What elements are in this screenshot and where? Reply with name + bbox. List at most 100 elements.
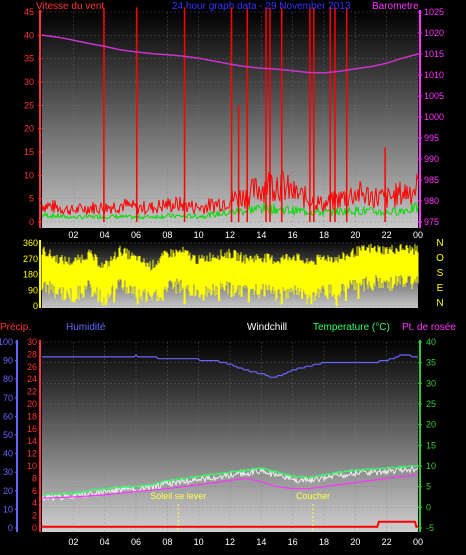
direction-tick-label: 90	[28, 285, 38, 295]
wind-x-tick-label: 02	[68, 230, 78, 240]
precip-tick-label: 26	[27, 362, 37, 372]
pressure-tick-label: 985	[424, 175, 439, 185]
temperature-tick-label: 10	[426, 461, 436, 471]
precip-tick-label: 22	[27, 387, 37, 397]
wind-tick-label: 5	[29, 194, 34, 204]
temperature-x-tick-label: 12	[225, 537, 235, 547]
windchill-series	[41, 466, 419, 502]
temperature-tick-label: 40	[426, 337, 436, 347]
humidity-tick-label: 30	[3, 467, 13, 477]
pressure-tick-label: 1000	[424, 112, 444, 122]
temperature-x-tick-label: 04	[100, 537, 110, 547]
temperature-x-tick-label: 22	[382, 537, 392, 547]
wind-panel-axes: 0510152025303540459759809859909951000100…	[24, 7, 444, 240]
wind-speed-label: Vitesse du vent	[36, 1, 104, 12]
temperature-tick-label: 35	[426, 358, 436, 368]
humidity-series	[42, 354, 418, 378]
temperature-x-tick-label: 06	[131, 537, 141, 547]
precip-tick-label: 30	[27, 337, 37, 347]
humidity-tick-label: 10	[3, 504, 13, 514]
temperature-tick-label: 30	[426, 378, 436, 388]
pressure-tick-label: 1015	[424, 49, 444, 59]
precipitation-series	[42, 520, 418, 528]
wind-panel-series	[41, 7, 419, 222]
direction-tick-label: 270	[23, 254, 38, 264]
temperature-series	[41, 464, 419, 496]
pressure-tick-label: 975	[424, 217, 439, 227]
pressure-tick-label: 980	[424, 196, 439, 206]
temperature-label: Temperature (°C)	[313, 322, 390, 333]
humidity-tick-label: 0	[8, 523, 13, 533]
compass-label: N	[436, 238, 443, 249]
temperature-x-tick-label: 10	[194, 537, 204, 547]
wind-x-tick-label: 06	[131, 230, 141, 240]
wind-speed-series	[41, 169, 419, 216]
direction-tick-label: 180	[23, 270, 38, 280]
sunrise-label: Soleil se lever	[150, 491, 206, 501]
humidity-tick-label: 60	[3, 411, 13, 421]
pressure-tick-label: 1020	[424, 28, 444, 38]
humidity-tick-label: 50	[3, 430, 13, 440]
chart-title: 24 hour graph data - 29 November 2013	[172, 1, 351, 12]
temperature-tick-label: -5	[426, 523, 434, 533]
pressure-tick-label: 995	[424, 133, 439, 143]
temperature-tick-label: 5	[426, 482, 431, 492]
wind-x-tick-label: 16	[288, 230, 298, 240]
precip-tick-label: 24	[27, 374, 37, 384]
dewpoint-label: Pt. de rosée	[402, 322, 456, 333]
wind-tick-label: 30	[24, 77, 34, 87]
precip-tick-label: 28	[27, 349, 37, 359]
temperature-x-tick-label: 14	[256, 537, 266, 547]
wind-x-tick-label: 18	[319, 230, 329, 240]
wind-panel-grid	[42, 11, 419, 228]
humidity-label: Humidité	[66, 322, 106, 333]
temperature-panel-axes: 0102030405060708090100024681012141618202…	[0, 337, 436, 547]
humidity-tick-label: 70	[3, 393, 13, 403]
pressure-tick-label: 990	[424, 154, 439, 164]
wind-tick-label: 45	[24, 7, 34, 17]
wind-x-tick-label: 00	[413, 230, 423, 240]
precip-tick-label: 6	[32, 486, 37, 496]
wind-average-series	[41, 202, 419, 221]
temperature-tick-label: 20	[426, 420, 436, 430]
precip-tick-label: 14	[27, 436, 37, 446]
humidity-tick-label: 90	[3, 356, 13, 366]
precip-tick-label: 20	[27, 399, 37, 409]
direction-tick-label: 360	[23, 238, 38, 248]
compass-label: O	[436, 253, 444, 264]
wind-tick-label: 25	[24, 100, 34, 110]
wind-x-tick-label: 08	[162, 230, 172, 240]
direction-panel-series	[41, 243, 419, 306]
wind-tick-label: 40	[24, 30, 34, 40]
temperature-x-tick-label: 00	[413, 537, 423, 547]
temperature-x-tick-label: 08	[162, 537, 172, 547]
wind-x-tick-label: 14	[256, 230, 266, 240]
compass-label: N	[436, 298, 443, 309]
pressure-tick-label: 1025	[424, 7, 444, 17]
direction-tick-label: 0	[33, 301, 38, 311]
temperature-tick-label: 25	[426, 399, 436, 409]
wind-x-tick-label: 04	[100, 230, 110, 240]
temperature-x-tick-label: 16	[288, 537, 298, 547]
precip-tick-label: 0	[32, 523, 37, 533]
precip-tick-label: 16	[27, 424, 37, 434]
humidity-tick-label: 20	[3, 486, 13, 496]
compass-label: S	[437, 268, 444, 279]
humidity-tick-label: 100	[0, 337, 13, 347]
pressure-tick-label: 1005	[424, 91, 444, 101]
wind-tick-label: 15	[24, 147, 34, 157]
wind-x-tick-label: 22	[382, 230, 392, 240]
precip-tick-label: 10	[27, 461, 37, 471]
wind-tick-label: 35	[24, 54, 34, 64]
wind-x-tick-label: 12	[225, 230, 235, 240]
precip-tick-label: 18	[27, 411, 37, 421]
windchill-label: Windchill	[247, 322, 287, 333]
dewpoint-series	[41, 474, 419, 499]
precip-label: Précip.	[0, 322, 31, 333]
compass-label: E	[437, 283, 444, 294]
wind-tick-label: 20	[24, 124, 34, 134]
temperature-tick-label: 15	[426, 440, 436, 450]
wind-x-tick-label: 10	[194, 230, 204, 240]
